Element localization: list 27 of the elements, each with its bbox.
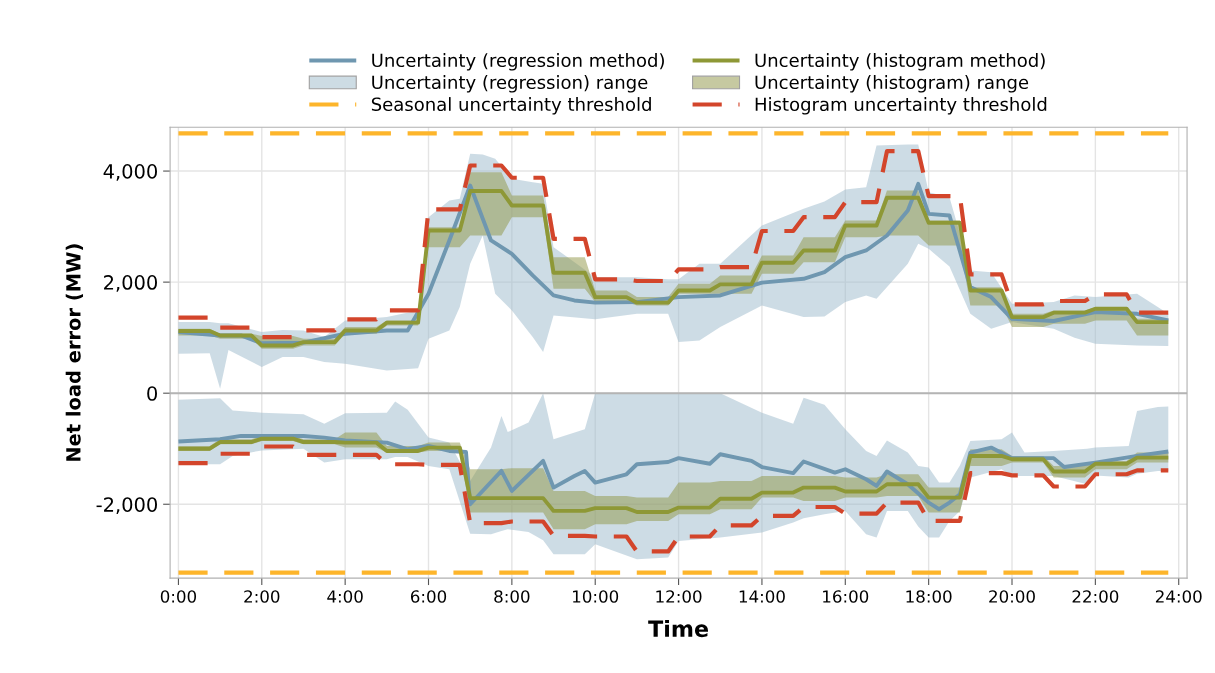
x-tick-label: 0:00 (160, 590, 197, 603)
x-tick-label: 6:00 (410, 590, 447, 603)
legend-label: Uncertainty (histogram) range (755, 75, 1029, 93)
line-series (176, 444, 1171, 554)
x-axis-title: Time (648, 619, 708, 638)
x-tick-label: 16:00 (823, 590, 869, 603)
x-tick-label: 4:00 (327, 590, 363, 603)
legend-label: Uncertainty (regression method) (372, 53, 664, 71)
legend-label: Uncertainty (regression) range (372, 75, 648, 93)
legend-label: Uncertainty (histogram method) (755, 53, 1045, 71)
y-axis-title: Net load error (MW) (65, 244, 84, 461)
x-tick-label: 2:00 (244, 590, 280, 603)
x-tick-label: 14:00 (739, 590, 785, 603)
x-tick-label: 22:00 (1072, 590, 1119, 603)
y-tick-label: 0 (147, 386, 157, 401)
x-tick-label: 20:00 (989, 590, 1035, 603)
line-series (176, 148, 1171, 340)
x-tick-label: 24:00 (1155, 590, 1202, 603)
x-tick-label: 12:00 (656, 590, 702, 603)
y-tick-label: -2,000 (96, 497, 157, 514)
y-tick-label: 2,000 (104, 275, 157, 292)
y-tick-label: 4,000 (103, 164, 157, 181)
x-tick-label: 8:00 (494, 590, 530, 603)
x-tick-label: 10:00 (573, 590, 619, 603)
x-tick-label: 18:00 (906, 590, 952, 603)
legend-label: Seasonal uncertainty threshold (371, 97, 651, 115)
legend-label: Histogram uncertainty threshold (755, 97, 1047, 115)
